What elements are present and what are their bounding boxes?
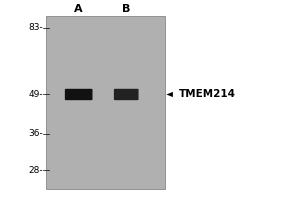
- Polygon shape: [166, 92, 173, 97]
- Text: 49-: 49-: [28, 90, 43, 99]
- Text: B: B: [122, 4, 130, 14]
- Text: TMEM214: TMEM214: [179, 89, 236, 99]
- Text: 36-: 36-: [28, 129, 43, 138]
- FancyBboxPatch shape: [114, 89, 139, 100]
- Text: 28-: 28-: [28, 166, 43, 175]
- FancyBboxPatch shape: [65, 89, 92, 100]
- Bar: [46, 16, 165, 189]
- Text: A: A: [74, 4, 83, 14]
- Text: 83-: 83-: [28, 23, 43, 32]
